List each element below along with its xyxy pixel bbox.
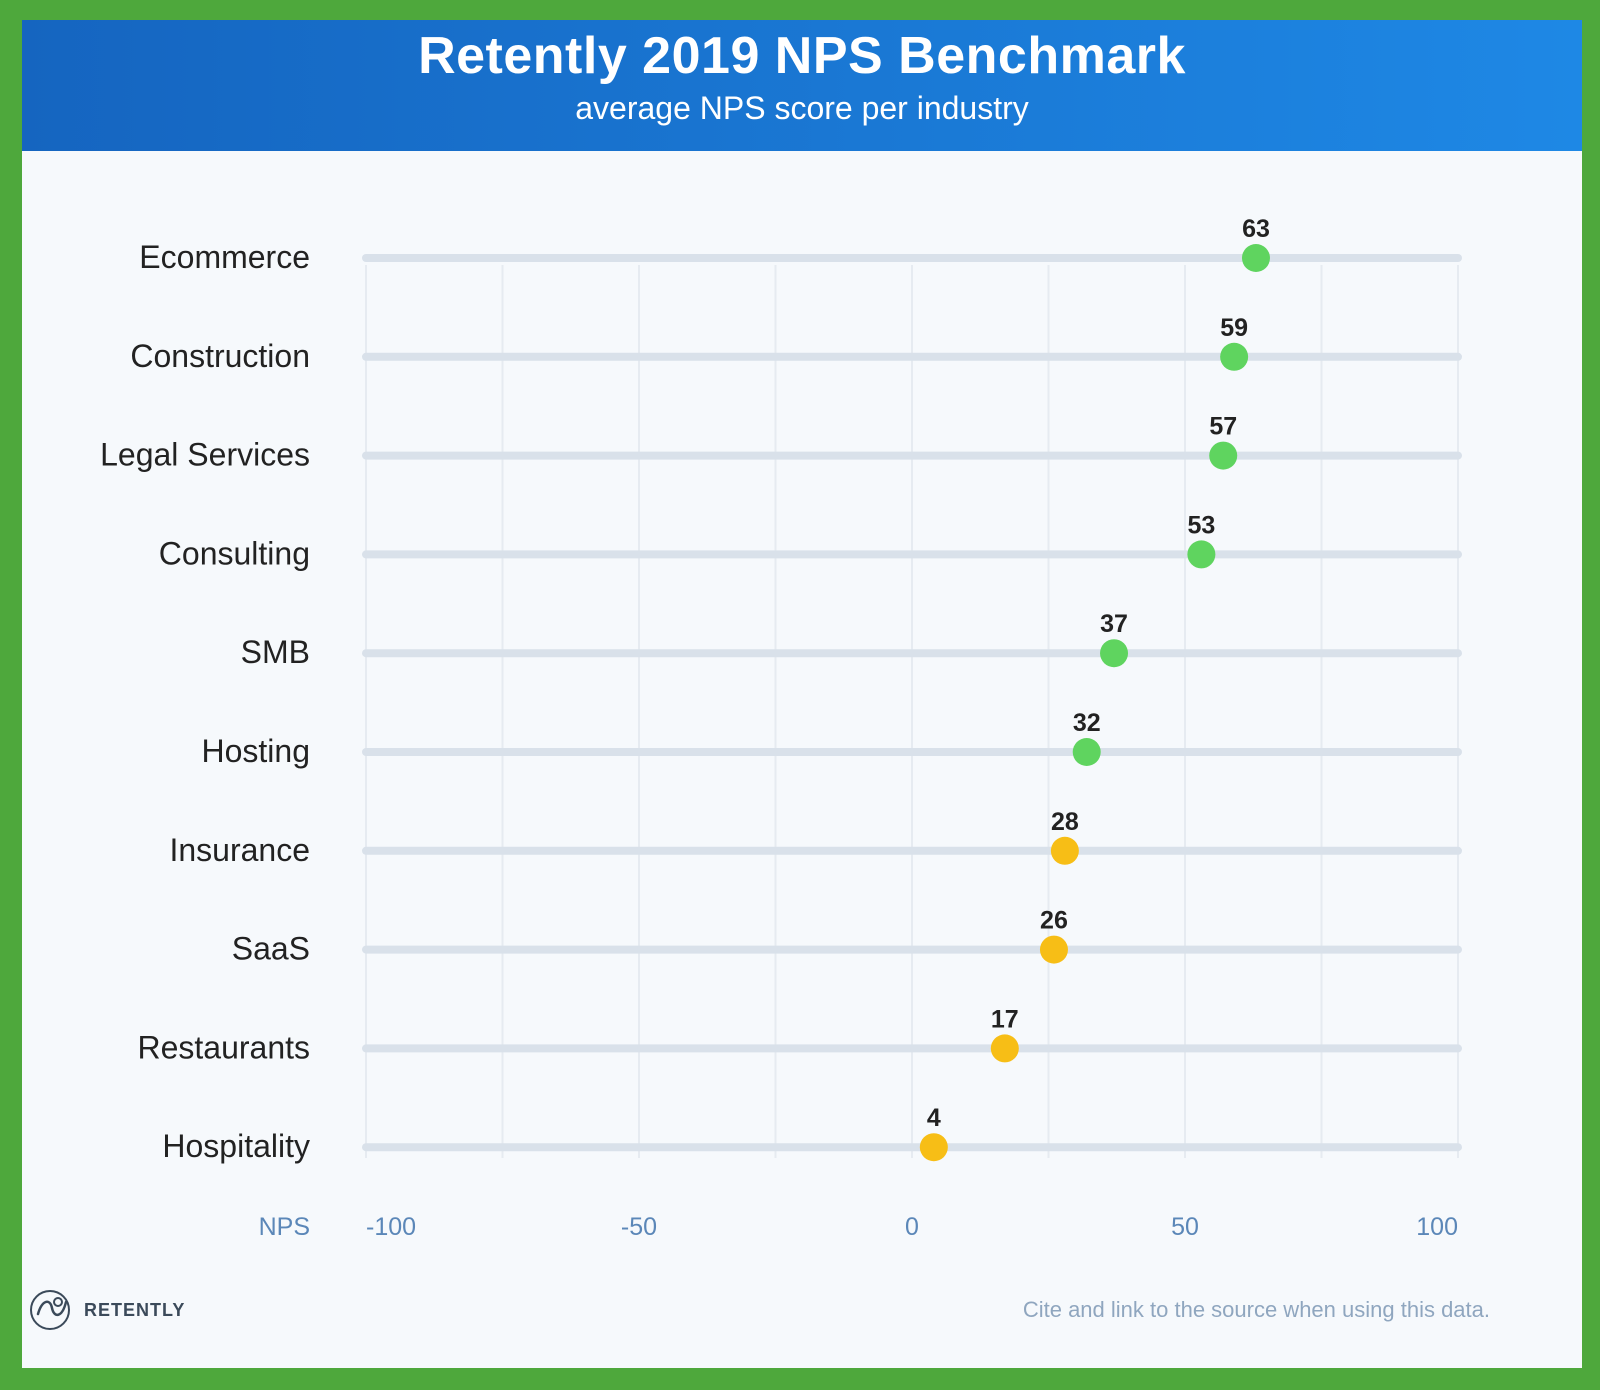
data-label: 28 bbox=[1051, 808, 1079, 836]
category-label: Construction bbox=[130, 338, 310, 374]
x-tick-label: 0 bbox=[905, 1213, 919, 1241]
data-point bbox=[1220, 342, 1249, 371]
category-label: Consulting bbox=[159, 535, 310, 571]
category-label: Hospitality bbox=[162, 1128, 310, 1164]
x-tick-label: -100 bbox=[366, 1213, 416, 1241]
data-label: 32 bbox=[1073, 709, 1101, 737]
retently-logo: RETENTLY bbox=[28, 1288, 185, 1332]
x-tick-label: 100 bbox=[1416, 1213, 1458, 1241]
category-label: Ecommerce bbox=[139, 239, 310, 275]
data-point bbox=[1072, 738, 1101, 766]
data-point bbox=[1100, 639, 1129, 668]
retently-logo-icon bbox=[30, 1290, 70, 1330]
data-point bbox=[1050, 836, 1079, 865]
dot-layer: 63 59 57 53 37 32 28 26 17 4 bbox=[919, 215, 1270, 1162]
data-label: 59 bbox=[1220, 314, 1248, 342]
chart-frame: Retently 2019 NPS Benchmark average NPS … bbox=[22, 20, 1582, 1368]
x-tick-label: 50 bbox=[1171, 1213, 1199, 1241]
data-point bbox=[990, 1034, 1019, 1063]
data-point bbox=[1209, 441, 1238, 470]
grid-layer bbox=[365, 265, 1459, 1158]
data-label: 17 bbox=[991, 1005, 1019, 1033]
track-layer bbox=[362, 254, 1462, 1152]
tick-layer: NPS -100 -50 0 50 100 bbox=[259, 1213, 1458, 1241]
chart-title: Retently 2019 NPS Benchmark bbox=[418, 27, 1186, 85]
chart-header: Retently 2019 NPS Benchmark average NPS … bbox=[22, 20, 1582, 151]
data-label: 37 bbox=[1100, 610, 1128, 638]
nps-dot-chart: Ecommerce Construction Legal Services Consu… bbox=[100, 215, 1462, 1241]
data-label: 63 bbox=[1242, 215, 1270, 243]
data-point bbox=[919, 1133, 948, 1162]
label-layer: Ecommerce Construction Legal Services Consu… bbox=[100, 239, 310, 1164]
data-point bbox=[1241, 244, 1270, 272]
category-label: SaaS bbox=[232, 931, 310, 967]
category-label: Insurance bbox=[169, 832, 310, 868]
data-label: 57 bbox=[1209, 413, 1237, 441]
category-label: Hosting bbox=[202, 733, 311, 769]
data-label: 26 bbox=[1040, 907, 1068, 935]
x-tick-label: -50 bbox=[621, 1213, 657, 1241]
category-label: SMB bbox=[241, 634, 310, 670]
brand-name: RETENTLY bbox=[84, 1299, 186, 1320]
category-label: Legal Services bbox=[100, 437, 310, 473]
source-note: Cite and link to the source when using t… bbox=[1022, 1297, 1490, 1322]
data-label: 53 bbox=[1187, 511, 1215, 539]
chart-subtitle: average NPS score per industry bbox=[575, 90, 1029, 126]
data-label: 4 bbox=[927, 1104, 941, 1132]
category-label: Restaurants bbox=[137, 1029, 310, 1065]
x-axis-title: NPS bbox=[259, 1213, 310, 1241]
data-point bbox=[1039, 935, 1068, 964]
data-point bbox=[1187, 540, 1216, 569]
